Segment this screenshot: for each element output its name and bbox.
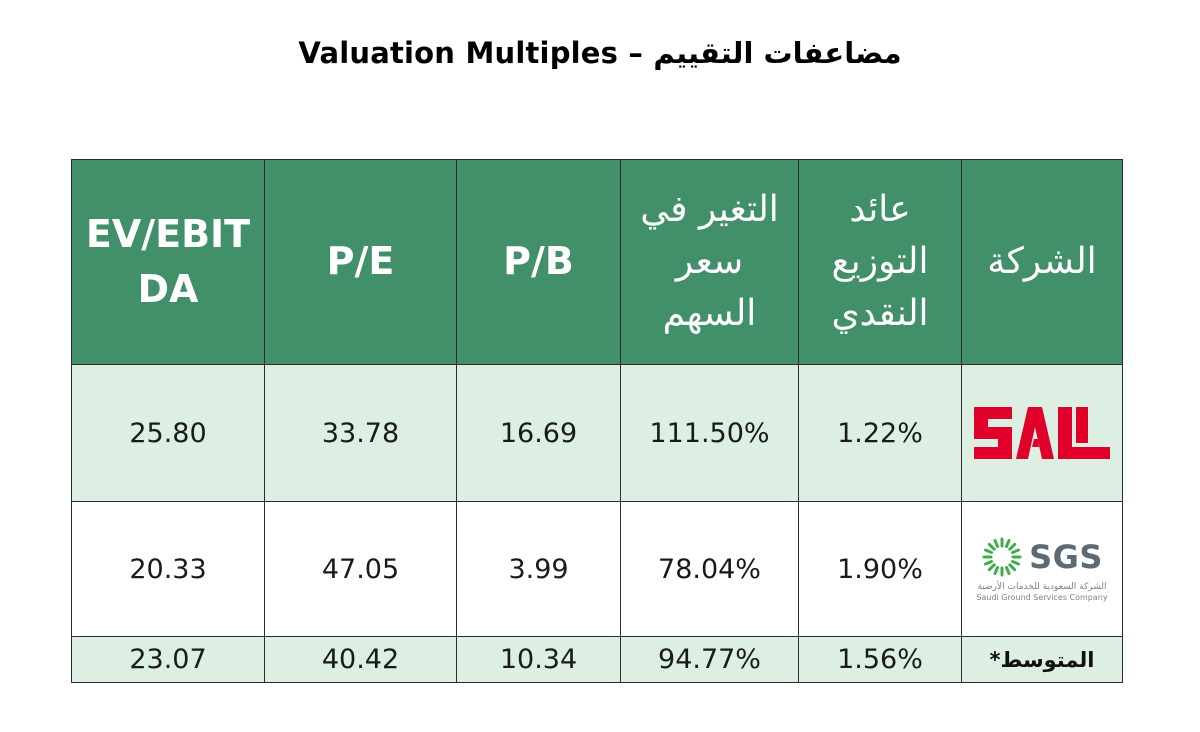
cell-pb: 3.99 xyxy=(456,501,621,637)
avg-price-change: 94.77% xyxy=(620,636,799,683)
sgs-logo-subtitle-ar: الشركة السعودية للخدمات الأرضية xyxy=(977,582,1107,592)
cell-dividend-yield: 1.22% xyxy=(798,364,962,502)
avg-label: المتوسط* xyxy=(961,636,1123,683)
header-price-change-line2: سعر xyxy=(675,240,744,282)
cell-dividend-yield: 1.90% xyxy=(798,501,962,637)
header-dividend-yield: عائد التوزيع النقدي xyxy=(798,159,962,365)
header-pb: P/B xyxy=(456,159,621,365)
avg-dividend-yield: 1.56% xyxy=(798,636,962,683)
cell-ev-ebitda: 25.80 xyxy=(71,364,265,502)
cell-company: SGS الشركة السعودية للخدمات الأرضية Saud… xyxy=(961,501,1123,637)
header-ev-ebitda: EV/EBIT DA xyxy=(71,159,265,365)
sgs-sun-icon xyxy=(982,537,1022,577)
header-dividend-line2: التوزيع xyxy=(831,240,929,282)
cell-pe: 47.05 xyxy=(264,501,457,637)
table-header-row: EV/EBIT DA P/E P/B التغير في سعر السهم ع… xyxy=(71,159,1123,365)
header-price-change: التغير في سعر السهم xyxy=(620,159,799,365)
sgs-logo: SGS الشركة السعودية للخدمات الأرضية Saud… xyxy=(962,536,1122,602)
avg-pb: 10.34 xyxy=(456,636,621,683)
cell-pe: 33.78 xyxy=(264,364,457,502)
header-company: الشركة xyxy=(961,159,1123,365)
cell-company xyxy=(961,364,1123,502)
header-dividend-line1: عائد xyxy=(849,188,911,230)
cell-pb: 16.69 xyxy=(456,364,621,502)
header-price-change-line3: السهم xyxy=(662,293,757,335)
header-ev-ebitda-line2: DA xyxy=(137,267,199,311)
valuation-table: EV/EBIT DA P/E P/B التغير في سعر السهم ع… xyxy=(71,159,1123,683)
header-dividend-line3: النقدي xyxy=(831,293,929,335)
cell-ev-ebitda: 20.33 xyxy=(71,501,265,637)
sal-logo xyxy=(974,407,1110,459)
cell-price-change: 78.04% xyxy=(620,501,799,637)
cell-price-change: 111.50% xyxy=(620,364,799,502)
sgs-logo-text: SGS xyxy=(1029,538,1103,576)
header-pb-label: P/B xyxy=(503,239,574,284)
page-title: Valuation Multiples – مضاعفات التقييم xyxy=(298,36,902,70)
header-ev-ebitda-line1: EV/EBIT xyxy=(85,211,251,256)
header-pe-label: P/E xyxy=(326,239,395,284)
header-company-label: الشركة xyxy=(987,240,1097,282)
table-row: 25.80 33.78 16.69 111.50% 1.22% xyxy=(71,364,1123,502)
sgs-logo-subtitle-en: Saudi Ground Services Company xyxy=(976,593,1108,602)
avg-ev-ebitda: 23.07 xyxy=(71,636,265,683)
header-pe: P/E xyxy=(264,159,457,365)
table-row: 20.33 47.05 3.99 78.04% 1.90% xyxy=(71,501,1123,637)
avg-pe: 40.42 xyxy=(264,636,457,683)
average-row: 23.07 40.42 10.34 94.77% 1.56% المتوسط* xyxy=(71,636,1123,683)
header-price-change-line1: التغير في xyxy=(640,188,779,230)
